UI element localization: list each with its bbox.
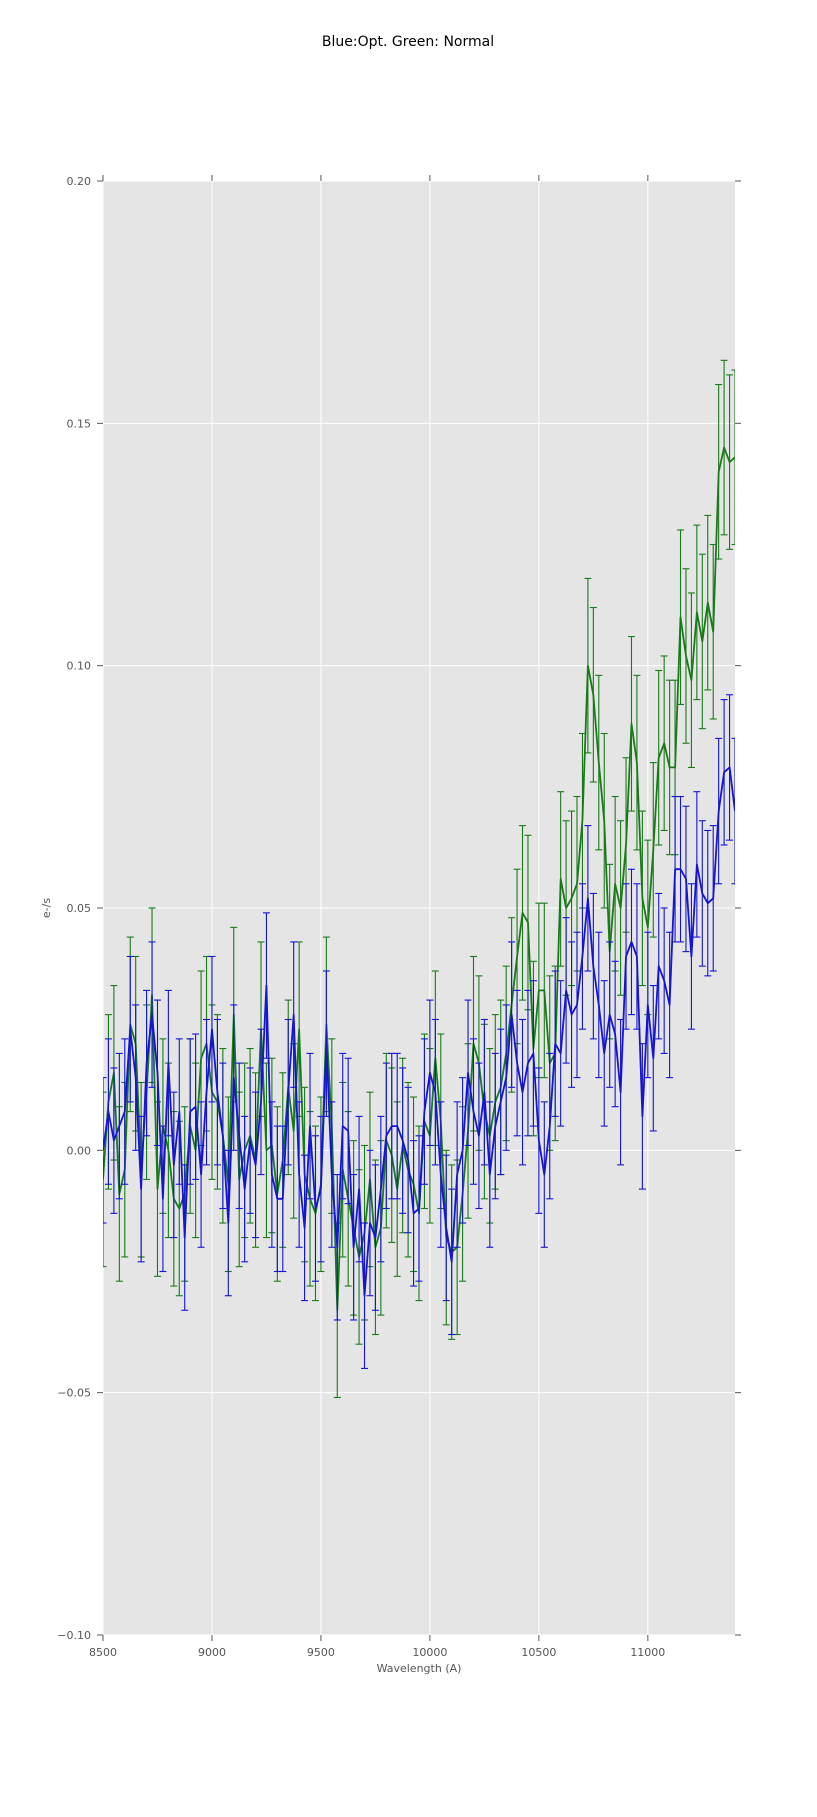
y-tick-label: −0.10: [57, 1629, 91, 1642]
x-tick-label: 11000: [630, 1646, 665, 1659]
y-axis-label: e-/s: [40, 898, 53, 918]
x-tick-label: 10000: [412, 1646, 447, 1659]
data-series: [103, 359, 735, 1399]
axis-ticks: [97, 175, 741, 1641]
x-tick-label: 9000: [198, 1646, 226, 1659]
series-line: [103, 766, 735, 1297]
y-tick-label: 0.20: [67, 175, 92, 188]
series-2: [103, 694, 735, 1369]
y-tick-label: 0.05: [67, 902, 92, 915]
y-tick-label: 0.15: [67, 417, 92, 430]
x-tick-label: 8500: [89, 1646, 117, 1659]
y-tick-label: 0.00: [67, 1144, 92, 1157]
x-axis-label: Wavelength (A): [377, 1662, 462, 1675]
y-tick-label: 0.10: [67, 660, 92, 673]
x-tick-label: 10500: [521, 1646, 556, 1659]
tick-labels: 8500 9000 9500 10000 10500 11000 −0.10 −0.05 0.0…: [57, 175, 665, 1659]
grid-lines: [102, 180, 735, 1636]
y-tick-label: −0.05: [57, 1387, 91, 1400]
chart-title: Blue:Opt. Green: Normal: [322, 34, 494, 50]
x-tick-label: 9500: [307, 1646, 335, 1659]
